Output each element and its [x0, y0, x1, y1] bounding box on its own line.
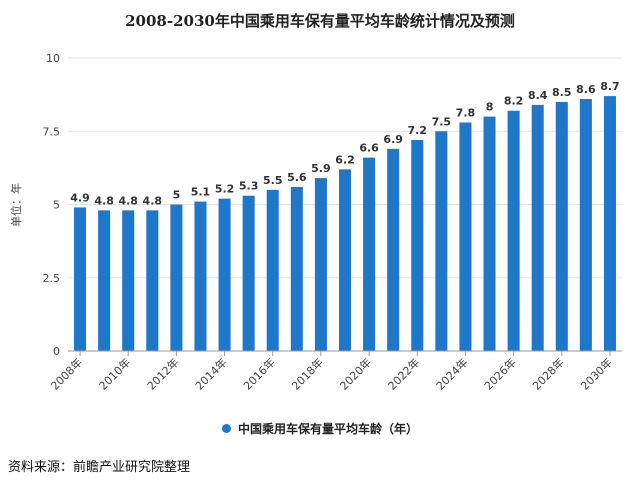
data-label: 5 — [173, 189, 181, 202]
data-label: 6.2 — [335, 153, 355, 166]
data-label: 4.8 — [143, 194, 163, 207]
legend-marker-icon — [221, 424, 231, 433]
bar — [290, 186, 303, 351]
y-tick-label: 0 — [53, 345, 60, 358]
data-label: 4.8 — [118, 194, 138, 207]
x-tick-label: 2020年 — [337, 355, 374, 392]
bar — [459, 122, 472, 352]
y-tick-label: 5 — [53, 199, 60, 212]
data-label: 6.9 — [383, 133, 403, 146]
bar — [122, 210, 135, 351]
data-label: 5.5 — [263, 174, 283, 187]
data-label: 8.2 — [504, 95, 524, 108]
bar — [314, 178, 327, 351]
data-label: 5.9 — [311, 162, 331, 175]
y-axis-title: 单位：年 — [9, 183, 23, 227]
data-label: 5.6 — [287, 171, 307, 184]
bar — [555, 101, 568, 351]
x-tick-label: 2018年 — [289, 355, 326, 392]
x-tick-label: 2010年 — [96, 355, 133, 392]
y-tick-label: 7.5 — [43, 125, 61, 138]
bar — [507, 110, 520, 352]
bar — [579, 99, 592, 352]
data-label: 8.5 — [552, 86, 572, 99]
x-tick-label: 2022年 — [385, 355, 422, 392]
source-note: 资料来源：前瞻产业研究院整理 — [8, 460, 191, 475]
data-label: 7.5 — [432, 115, 452, 128]
bar — [603, 96, 616, 351]
x-tick-label: 2016年 — [240, 355, 277, 392]
bar — [218, 198, 231, 351]
bar — [363, 157, 376, 351]
data-label: 7.2 — [408, 124, 428, 137]
x-tick-label: 2008年 — [48, 355, 85, 392]
data-labels: 4.9 4.8 4.8 4.8 5 5.1 5.2 5.3 5.5 5.6 5.9 6.2 6.6 6.9… — [70, 80, 619, 207]
chart-title: 2008-2030年中国乘用车保有量平均车龄统计情况及预测 — [125, 12, 515, 30]
data-label: 8.7 — [600, 80, 620, 93]
x-tick-label: 2030年 — [578, 355, 615, 392]
x-tick-label: 2012年 — [144, 355, 181, 392]
data-label: 8.4 — [528, 89, 548, 102]
bar — [411, 140, 424, 351]
data-label: 5.3 — [239, 180, 259, 193]
data-label: 5.1 — [191, 186, 211, 199]
y-tick-label: 2.5 — [43, 272, 61, 285]
data-label: 4.8 — [94, 194, 114, 207]
bar — [170, 204, 183, 351]
legend: 中国乘用车保有量平均车龄（年） — [0, 420, 640, 437]
data-label: 8.6 — [576, 83, 596, 96]
data-label: 8 — [486, 101, 494, 114]
data-label: 4.9 — [70, 191, 90, 204]
bar — [531, 104, 544, 351]
bar — [98, 210, 111, 351]
bars — [74, 96, 616, 352]
bar — [194, 201, 207, 351]
bar — [387, 148, 400, 351]
bar — [74, 207, 87, 351]
y-tick-label: 10 — [46, 52, 60, 65]
bar — [146, 210, 159, 351]
bar — [435, 131, 448, 351]
bar-chart: 4.9 4.8 4.8 4.8 5 5.1 5.2 5.3 5.5 5.6 5.9 6.2 6.6 6.9… — [9, 52, 622, 393]
x-tick-label: 2026年 — [481, 355, 518, 392]
legend-label: 中国乘用车保有量平均车龄（年） — [237, 422, 418, 436]
bar — [266, 189, 279, 351]
x-tick-label: 2014年 — [192, 355, 229, 392]
bar — [338, 169, 352, 351]
x-tick-label: 2028年 — [529, 355, 566, 392]
data-label: 7.8 — [456, 106, 476, 119]
data-label: 6.6 — [359, 142, 379, 155]
data-label: 5.2 — [215, 183, 235, 196]
bar — [483, 116, 496, 351]
bar — [242, 195, 255, 351]
x-tick-label: 2024年 — [433, 355, 470, 392]
